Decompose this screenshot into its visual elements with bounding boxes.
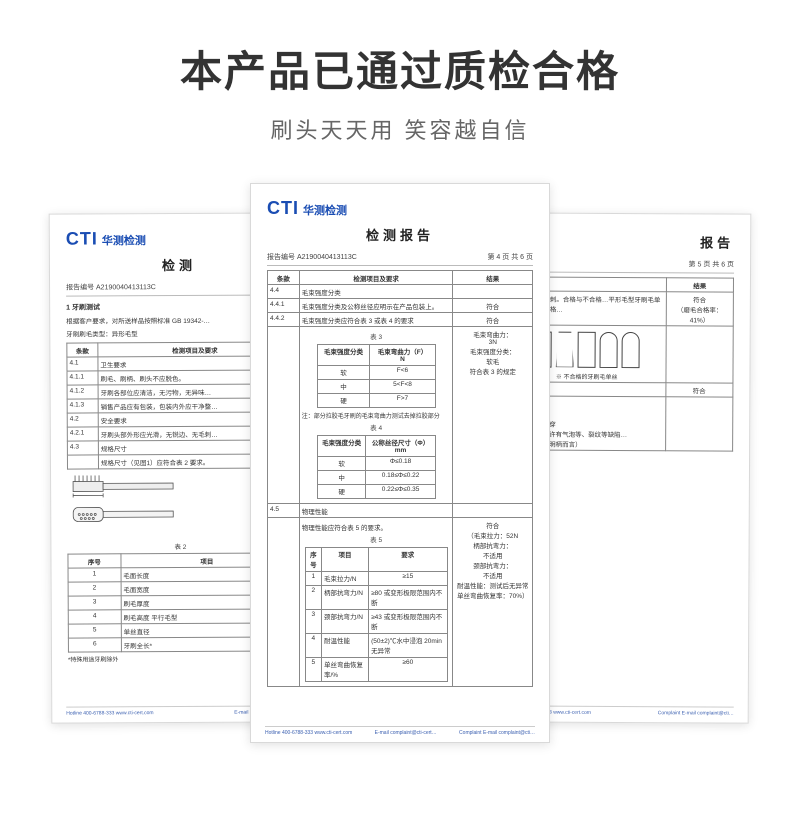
table5-label: 表 5 [302,534,451,544]
table5-side-result: 符合 （毛束拉力：52N 柄部抗弯力： 不适用 颈部抗弯力： 不适用 耐温性能：… [453,518,533,687]
report-page-center: CTI 华测检测 检测报告 报告编号 A2190040413113C 第 4 页… [250,183,550,743]
doc-footer: Hotline 400-6788-333 www.cti-cert.com E-… [265,726,535,736]
table3-label: 表 3 [302,331,451,341]
headline: 本产品已通过质检合格 [0,38,800,99]
table3-side-result: 毛束弯曲力： 3N 毛束强度分类： 软毛 符合表 3 的规定 [453,327,533,504]
pass-rate-cell: 符合 （磨毛合格率： 41%） [666,292,734,326]
cti-logo: CTI 华测检测 [267,198,533,219]
doc-title: 检测报告 [267,225,533,244]
table4-label: 表 4 [302,422,451,432]
center-main-table: 条款 检测项目及要求 结果 4.4毛束强度分类 4.4.1毛束强度分类及公称丝径… [267,270,533,687]
documents-spread: CTI 华测检测 检测 报告编号 A2190040413113C 1 牙刷测试 … [0,173,800,793]
report-meta-center: 报告编号 A2190040413113C 第 4 页 共 6 页 [267,252,533,266]
subhead: 刷头天天用 笑容越自信 [0,113,800,145]
logo-mark: CTI [267,198,299,219]
logo-cn-text: 华测检测 [102,232,146,248]
table3-note: 注：部分拉胶毛牙刷的毛束弯曲力测试去掉拉胶部分 [302,411,451,420]
toothbrush-diagram-icon [67,473,187,534]
logo-mark: CTI [66,228,98,249]
table3: 毛束强度分类毛束弯曲力（F） N 软F<6 中5<F<8 硬F>7 [317,344,436,408]
logo-cn-text: 华测检测 [303,202,347,218]
table5: 序号项目要求 1毛束拉力/N≥15 2柄部抗弯力/N≥80 或变形极限范围内不断… [305,547,448,682]
table4: 毛束强度分类公称丝径尺寸（Φ） mm 软Φ≤0.18 中0.18≤Φ≤0.22 … [317,435,436,499]
